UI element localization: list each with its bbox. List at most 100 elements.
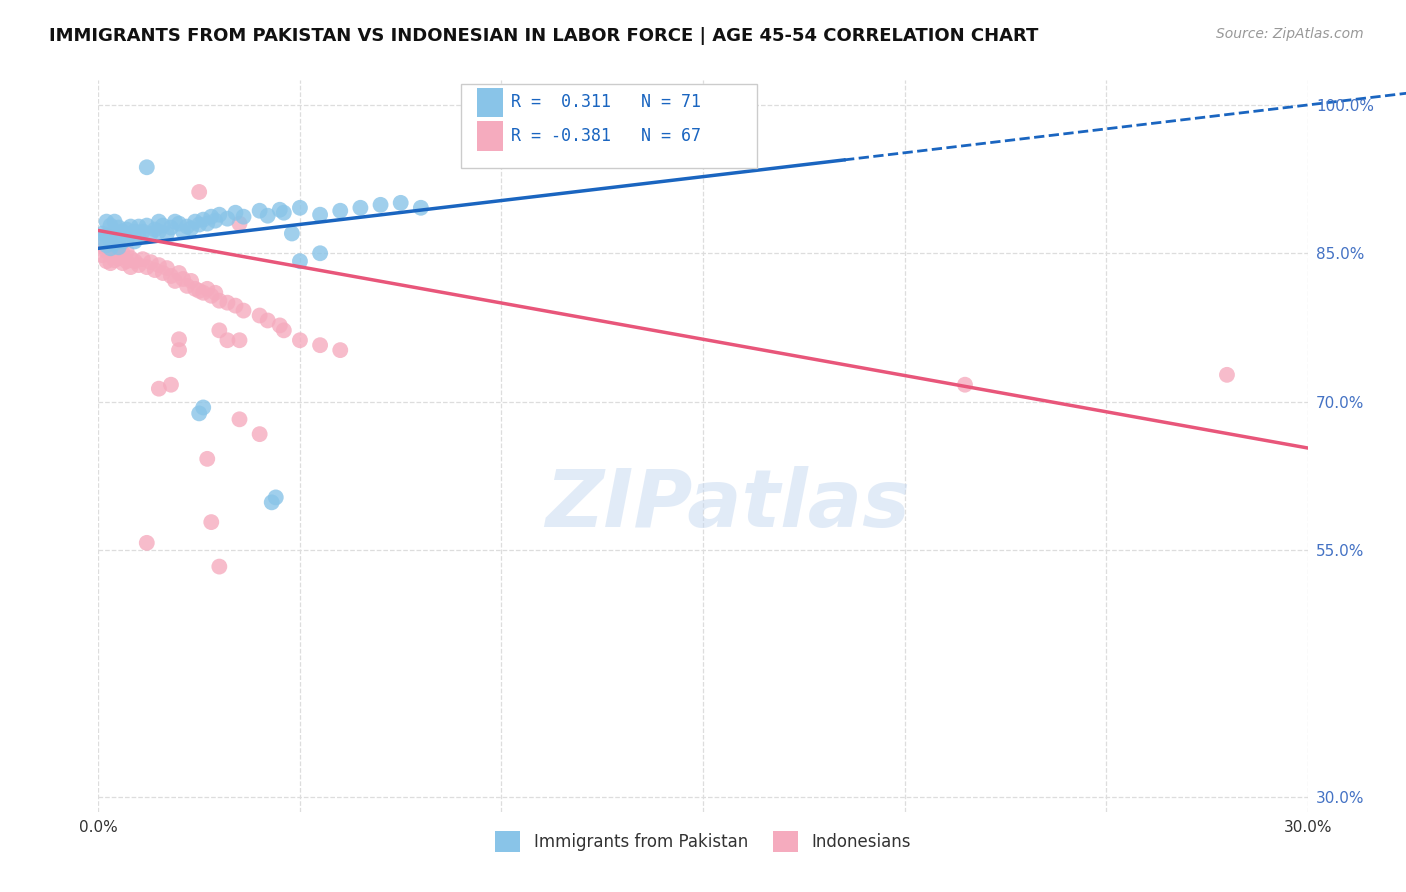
Point: [163, 274, 186, 288]
Point: [228, 217, 250, 231]
Point: [135, 161, 157, 175]
Point: [120, 260, 142, 274]
Point: [160, 220, 183, 235]
Point: [160, 268, 183, 283]
Text: R =  0.311   N = 71: R = 0.311 N = 71: [510, 93, 700, 112]
Point: [120, 219, 142, 234]
Point: [135, 536, 157, 550]
Point: [96, 254, 118, 268]
Point: [349, 201, 371, 215]
Point: [120, 251, 142, 265]
Point: [163, 214, 186, 228]
Point: [329, 203, 352, 218]
Point: [143, 222, 166, 236]
Point: [217, 211, 239, 226]
Point: [100, 234, 122, 248]
Point: [91, 248, 114, 262]
Point: [208, 293, 231, 308]
Point: [269, 318, 291, 333]
Point: [249, 203, 271, 218]
Point: [1216, 368, 1239, 382]
Point: [156, 227, 179, 241]
Point: [409, 201, 432, 215]
Point: [200, 210, 222, 224]
Point: [103, 244, 125, 259]
Point: [176, 219, 198, 234]
Point: [107, 241, 129, 255]
Point: [124, 225, 146, 239]
Point: [260, 495, 283, 509]
Point: [309, 246, 332, 260]
Point: [152, 266, 174, 280]
Point: [389, 195, 412, 210]
Point: [269, 202, 291, 217]
Point: [204, 213, 226, 227]
Point: [195, 451, 218, 466]
Point: [115, 244, 138, 259]
Point: [91, 231, 114, 245]
Point: [143, 263, 166, 277]
Point: [139, 227, 162, 241]
Point: [184, 214, 207, 228]
Point: [111, 225, 134, 239]
Point: [128, 258, 150, 272]
Point: [111, 246, 134, 260]
Point: [224, 205, 246, 219]
Point: [188, 185, 211, 199]
Point: [107, 220, 129, 235]
Text: ZIPatlas: ZIPatlas: [544, 466, 910, 543]
Point: [249, 427, 271, 442]
Point: [148, 258, 170, 272]
Point: [96, 244, 118, 259]
Text: Source: ZipAtlas.com: Source: ZipAtlas.com: [1216, 27, 1364, 41]
Point: [180, 274, 202, 288]
Point: [217, 333, 239, 347]
Point: [195, 217, 218, 231]
Point: [103, 214, 125, 228]
Point: [111, 235, 134, 249]
Bar: [477, 87, 503, 117]
Point: [100, 256, 122, 270]
Point: [148, 225, 170, 239]
Point: [115, 222, 138, 236]
Point: [180, 221, 202, 235]
Point: [96, 228, 118, 243]
Point: [188, 284, 211, 298]
Point: [107, 251, 129, 265]
Point: [329, 343, 352, 358]
Point: [188, 218, 211, 232]
Point: [281, 227, 304, 241]
Point: [309, 338, 332, 352]
Point: [96, 214, 118, 228]
Point: [128, 219, 150, 234]
Point: [200, 515, 222, 529]
Point: [124, 254, 146, 268]
Point: [288, 254, 311, 268]
Point: [176, 278, 198, 293]
Point: [195, 282, 218, 296]
Point: [167, 343, 190, 358]
Point: [208, 323, 231, 337]
Point: [232, 303, 254, 318]
Point: [91, 238, 114, 252]
Point: [132, 225, 155, 239]
Point: [115, 232, 138, 246]
Point: [200, 289, 222, 303]
Point: [273, 323, 295, 337]
Point: [188, 406, 211, 420]
Point: [107, 232, 129, 246]
FancyBboxPatch shape: [461, 84, 758, 168]
Text: IMMIGRANTS FROM PAKISTAN VS INDONESIAN IN LABOR FORCE | AGE 45-54 CORRELATION CH: IMMIGRANTS FROM PAKISTAN VS INDONESIAN I…: [49, 27, 1039, 45]
Point: [224, 299, 246, 313]
Point: [115, 254, 138, 268]
Point: [309, 208, 332, 222]
Point: [111, 256, 134, 270]
Point: [193, 285, 215, 300]
Point: [172, 272, 194, 286]
Point: [273, 205, 295, 219]
Point: [96, 228, 118, 243]
Point: [228, 412, 250, 426]
Point: [184, 282, 207, 296]
Point: [167, 266, 190, 280]
Point: [103, 236, 125, 251]
